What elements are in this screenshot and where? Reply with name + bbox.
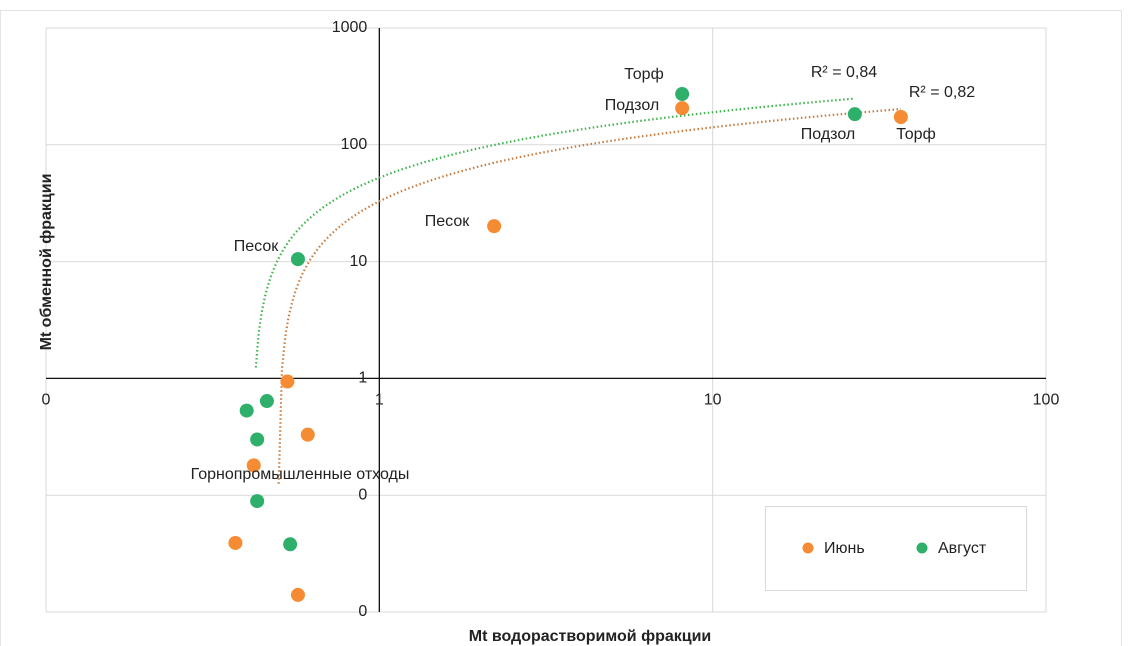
x-tick-label: 1 <box>375 392 384 409</box>
legend-label: Июнь <box>824 540 865 557</box>
plot-area <box>45 27 1047 613</box>
point <box>250 494 265 509</box>
y-tick-label: 1 <box>358 370 367 387</box>
point-label: Подзол <box>801 126 855 143</box>
x-tick-label: 100 <box>1033 392 1060 409</box>
y-tick-label: 1000 <box>332 19 368 36</box>
point-label: Горнопромышленные отходы <box>191 466 410 483</box>
x-axis-title: Mt водорастворимой фракции <box>469 628 712 645</box>
point <box>675 101 690 116</box>
legend-marker <box>916 542 928 554</box>
y-tick-label: 0 <box>358 486 367 503</box>
legend-label: Август <box>938 540 987 557</box>
point <box>675 87 690 102</box>
point <box>290 252 305 267</box>
y-tick-label: 100 <box>341 136 368 153</box>
point-label: Подзол <box>605 97 659 114</box>
point <box>250 432 265 447</box>
legend-marker <box>802 542 814 554</box>
point-label: Торф <box>896 126 935 143</box>
r-squared: R² = 0,82 <box>909 84 975 101</box>
chart-border <box>0 10 1122 646</box>
point <box>280 374 295 389</box>
r-squared: R² = 0,84 <box>811 64 877 81</box>
point <box>300 427 315 442</box>
point-label: Песок <box>425 213 470 230</box>
point <box>487 219 502 234</box>
point <box>259 394 274 409</box>
point <box>228 535 243 550</box>
point-label: Торф <box>624 66 663 83</box>
legend-items: Июнь Август <box>802 540 987 557</box>
trendline <box>277 108 901 484</box>
y-tick-label: 10 <box>350 253 368 270</box>
point <box>246 458 261 473</box>
y-tick-label: 0 <box>358 603 367 620</box>
point <box>283 537 298 552</box>
point <box>239 403 254 418</box>
point-label: Песок <box>234 238 279 255</box>
x-tick-label: 0 <box>42 392 51 409</box>
y-axis-title: Mt обменной фракции <box>38 174 55 351</box>
point <box>290 587 305 602</box>
point <box>847 107 862 122</box>
x-tick-label: 10 <box>704 392 722 409</box>
point <box>893 109 908 124</box>
